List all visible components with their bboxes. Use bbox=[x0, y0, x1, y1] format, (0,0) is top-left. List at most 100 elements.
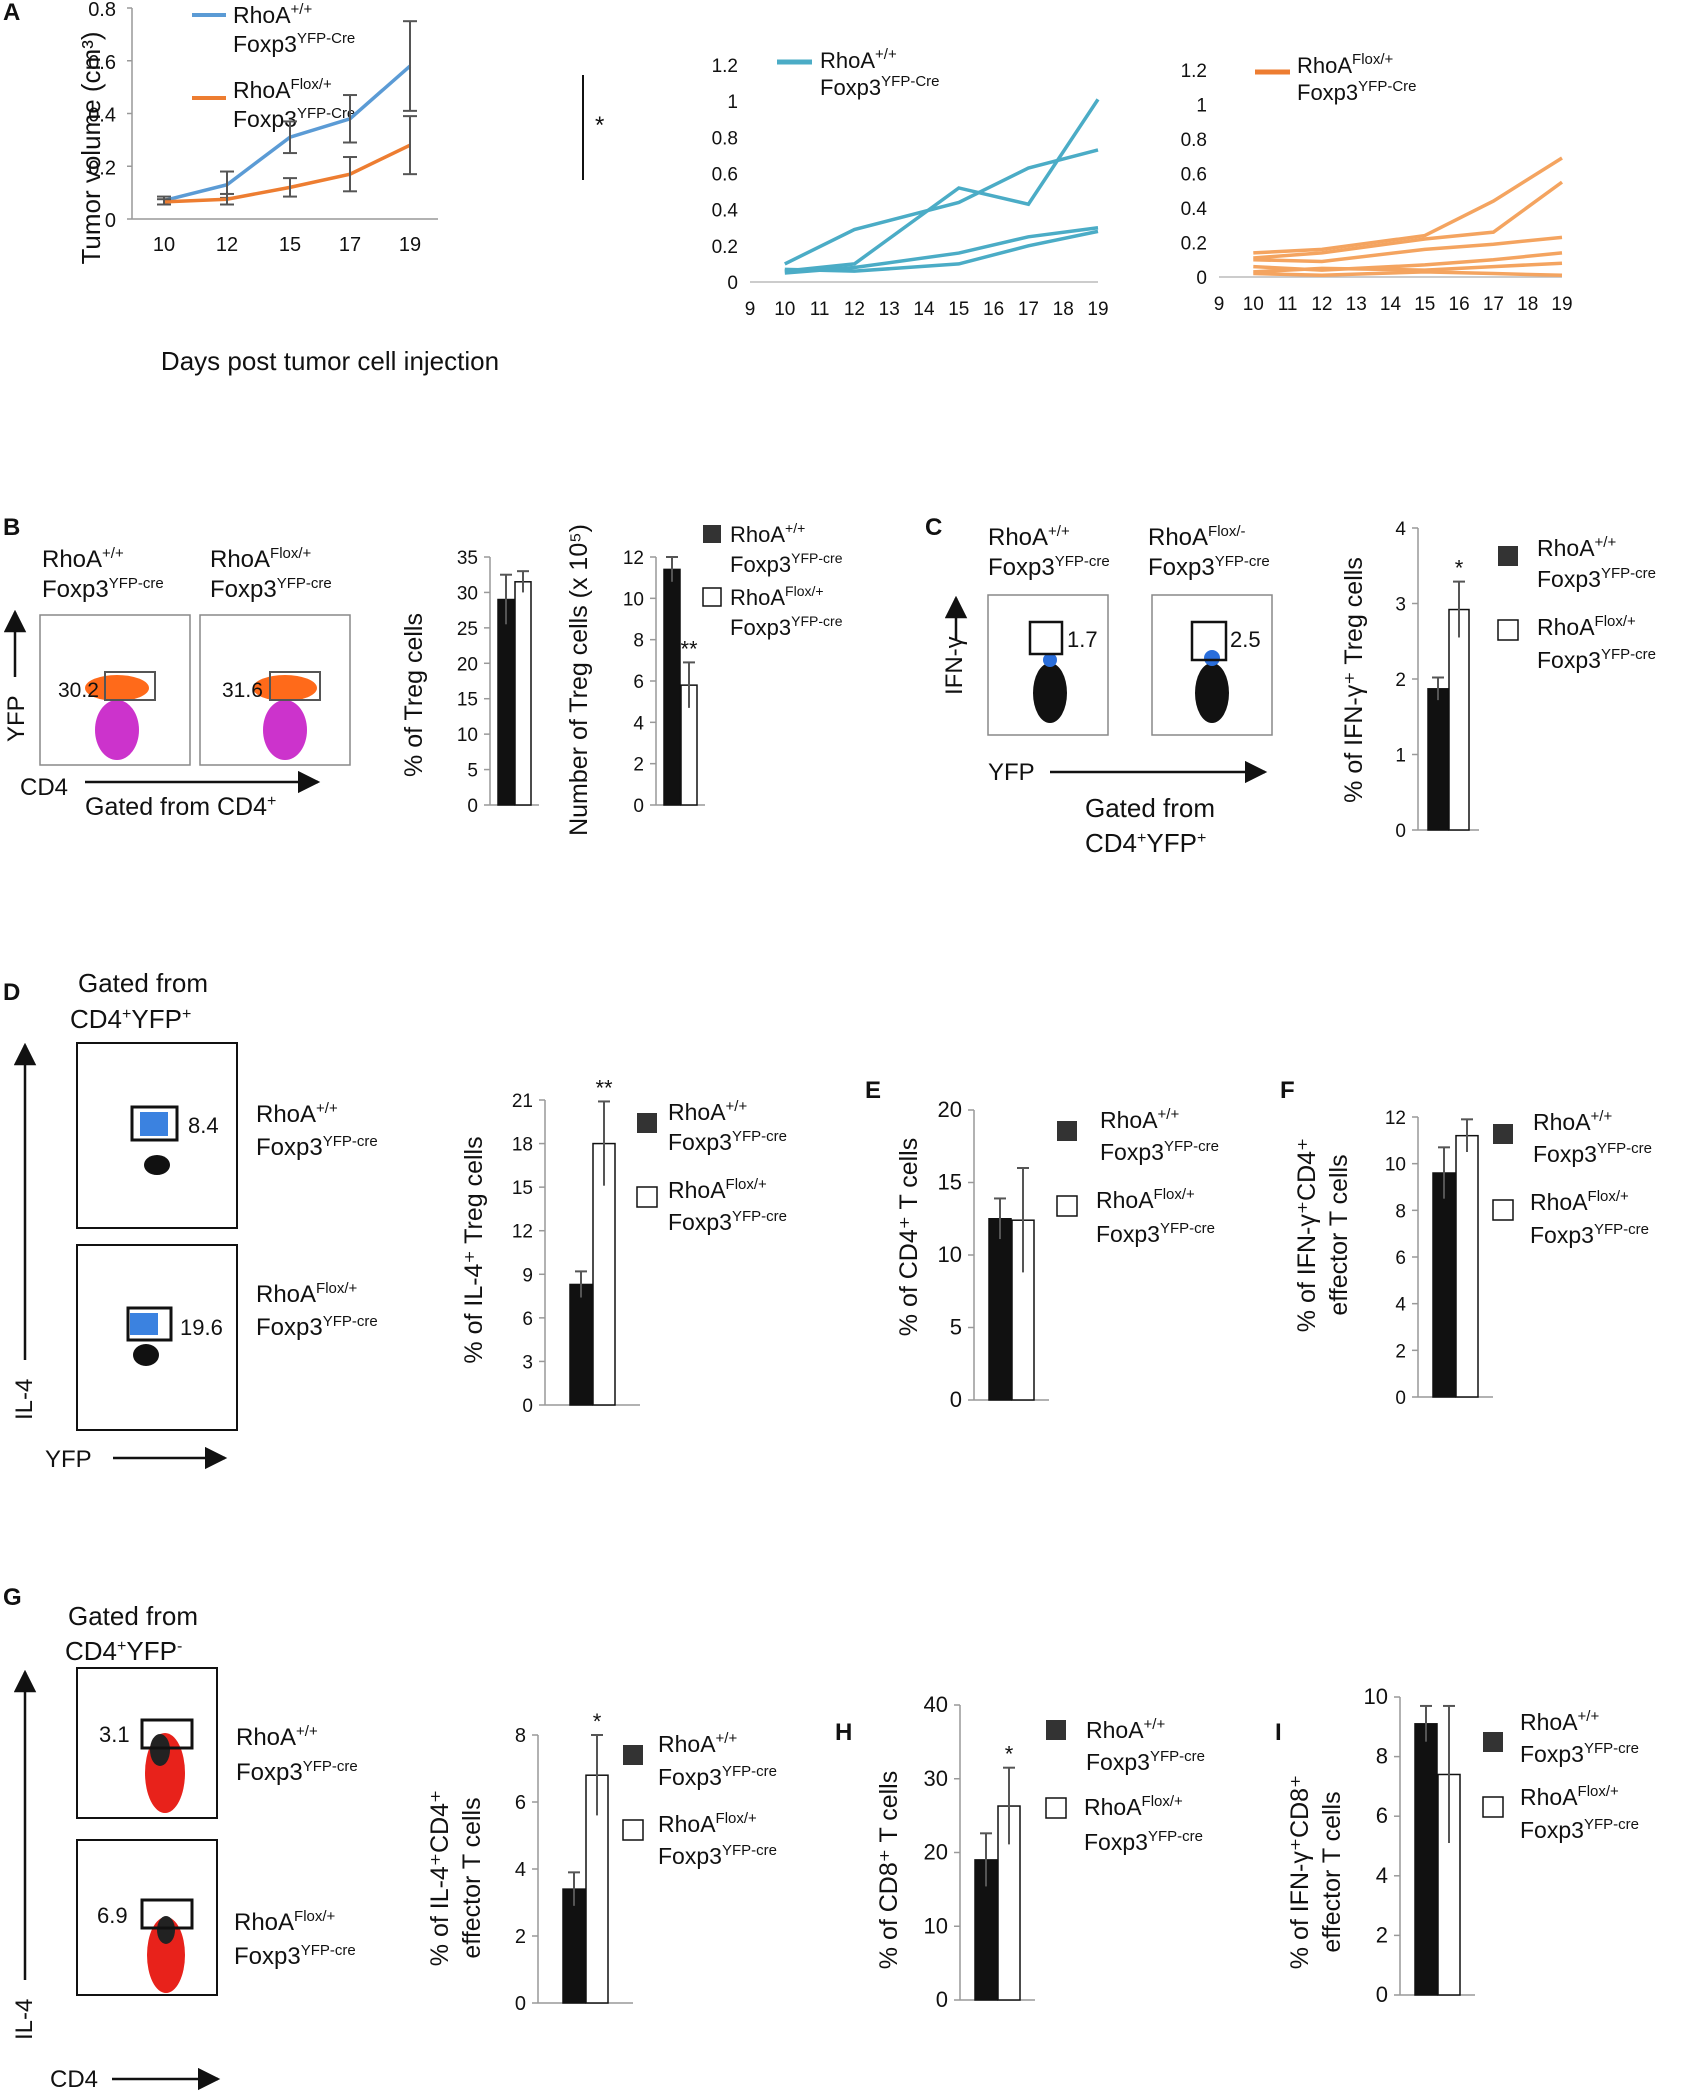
i-legend-flox-foxp3: Foxp3YFP-cre bbox=[1520, 1816, 1639, 1843]
b-label-wt: RhoA+/+ bbox=[42, 545, 124, 573]
f-y-tick-label: 2 bbox=[1395, 1341, 1406, 1362]
a-x-tick-label: 12 bbox=[216, 234, 238, 256]
f-y-tick-label: 4 bbox=[1395, 1295, 1406, 1316]
d-significance: ** bbox=[595, 1075, 613, 1100]
c-legend-wt: RhoA+/+ bbox=[1537, 534, 1616, 561]
flow-c: RhoA+/+ Foxp3YFP-cre RhoAFlox/- Foxp3YFP… bbox=[941, 523, 1273, 858]
g-label-wt-foxp3: Foxp3YFP-cre bbox=[236, 1758, 358, 1786]
a-flox-x-tick-label: 19 bbox=[1551, 294, 1572, 315]
b1-y-axis-title: % of Treg cells bbox=[400, 613, 428, 777]
c-y-axis-title: % of IFN-γ⁺ Treg cells bbox=[1340, 557, 1368, 803]
e-y-tick-label: 5 bbox=[950, 1315, 962, 1340]
b2-y-axis-title: Number of Treg cells (x 10⁵) bbox=[565, 524, 593, 836]
a-flox-x-tick-label: 9 bbox=[1214, 294, 1225, 315]
h-y-tick-label: 0 bbox=[936, 1987, 948, 2012]
a-wt-y-tick-label: 0.4 bbox=[712, 201, 739, 222]
h-y-axis-title: % of CD8⁺ T cells bbox=[875, 1771, 903, 1969]
d-y-tick-label: 0 bbox=[522, 1396, 533, 1417]
a-x-tick-label: 17 bbox=[339, 234, 361, 256]
g-gate-flox bbox=[140, 1898, 194, 1930]
d-y-tick-label: 12 bbox=[512, 1222, 533, 1243]
panel-label-g: G bbox=[3, 1584, 22, 1611]
g-legend-flox: RhoAFlox/+ bbox=[658, 1810, 757, 1837]
g-dots-wt-black bbox=[150, 1734, 170, 1766]
f-y-tick-label: 6 bbox=[1395, 1248, 1406, 1269]
b1-y-tick-label: 30 bbox=[457, 583, 478, 604]
b1-y-tick-label: 25 bbox=[457, 619, 478, 640]
h-y-tick-label: 30 bbox=[924, 1766, 948, 1791]
flow-d: Gated from CD4+YFP+ 8.4 19.6 RhoA+/+ Fox… bbox=[11, 968, 378, 1473]
a-legend-label-flox: RhoAFlox/+ bbox=[233, 76, 332, 103]
c-legend-flox: RhoAFlox/+ bbox=[1537, 613, 1636, 640]
h-legend-wt: RhoA+/+ bbox=[1086, 1716, 1165, 1743]
a-wt-y-tick-label: 0.8 bbox=[712, 128, 738, 149]
c-axis-ifng: IFN-γ bbox=[941, 636, 968, 695]
d-gate-value-flox: 19.6 bbox=[180, 1315, 223, 1340]
panel-label-i: I bbox=[1275, 1719, 1282, 1746]
g-y-tick-label: 8 bbox=[515, 1725, 526, 1747]
a-wt-y-tick-label: 1.2 bbox=[712, 56, 738, 77]
d-y-tick-label: 15 bbox=[512, 1178, 533, 1199]
i-legend-wt: RhoA+/+ bbox=[1520, 1708, 1599, 1735]
g-gate-wt bbox=[140, 1718, 194, 1750]
a-y-tick-label: 0.8 bbox=[88, 0, 116, 21]
c-legend-swatch-flox bbox=[1497, 619, 1519, 641]
d-dots-flox bbox=[133, 1344, 159, 1366]
a-flox-y-tick-label: 0.8 bbox=[1181, 130, 1207, 151]
i-legend-flox: RhoAFlox/+ bbox=[1520, 1783, 1619, 1810]
g-legend-swatch-flox bbox=[622, 1819, 644, 1841]
b-axis-yfp: YFP bbox=[3, 695, 30, 742]
d-y-tick-label: 21 bbox=[512, 1091, 533, 1112]
a-wt-x-tick-label: 13 bbox=[879, 299, 900, 320]
b-legend-wt-foxp3: Foxp3YFP-cre bbox=[730, 550, 843, 577]
g-y-axis-title: % of IL-4⁺CD4⁺ bbox=[426, 1790, 454, 1966]
h-legend-wt-foxp3: Foxp3YFP-cre bbox=[1086, 1748, 1205, 1775]
g-axis-il4: IL-4 bbox=[11, 1999, 38, 2040]
a-x-axis-title: Days post tumor cell injection bbox=[161, 346, 499, 376]
a-wt-x-tick-label: 11 bbox=[810, 299, 830, 320]
d-gated-label: Gated from bbox=[78, 968, 208, 998]
b1-y-tick-label: 0 bbox=[467, 796, 478, 817]
f-y-tick-label: 10 bbox=[1385, 1155, 1406, 1176]
d-legend-wt: RhoA+/+ bbox=[668, 1098, 747, 1125]
a-y-tick-label: 0.2 bbox=[88, 157, 116, 179]
b2-y-tick-label: 8 bbox=[633, 631, 644, 652]
chart-c: % of IFN-γ⁺ Treg cells RhoA+/+ Foxp3YFP-… bbox=[1340, 519, 1656, 842]
c-label-wt-foxp3: Foxp3YFP-cre bbox=[988, 553, 1110, 581]
g-axis-cd4: CD4 bbox=[50, 2066, 98, 2091]
f-legend-swatch-wt bbox=[1493, 1124, 1513, 1144]
h-y-tick-label: 20 bbox=[924, 1840, 948, 1865]
d-axis-yfp: YFP bbox=[45, 1446, 92, 1473]
h-y-tick-label: 40 bbox=[924, 1692, 948, 1717]
c-label-wt: RhoA+/+ bbox=[988, 523, 1070, 551]
a-flox-x-tick-label: 11 bbox=[1278, 294, 1298, 315]
d-y-tick-label: 18 bbox=[512, 1135, 533, 1156]
g-gated-label-cells: CD4+YFP- bbox=[65, 1636, 182, 1666]
e-bar-wt bbox=[988, 1218, 1012, 1401]
a-wt-x-tick-label: 9 bbox=[745, 299, 756, 320]
b-label-flox-foxp3: Foxp3YFP-cre bbox=[210, 575, 332, 603]
a-wt-legend-label: RhoA+/+ bbox=[820, 46, 897, 73]
g-gated-label: Gated from bbox=[68, 1601, 198, 1631]
a-flox-y-tick-label: 0.2 bbox=[1181, 234, 1207, 255]
chart-a-flox: RhoAFlox/+ Foxp3YFP-Cre 0 0.2 0.4 0.6 0.8 1 1.… bbox=[1181, 51, 1573, 315]
chart-b-percent: % of Treg cells 0 5 10 15 20 25 30 35 bbox=[400, 548, 539, 817]
e-y-tick-label: 0 bbox=[950, 1387, 962, 1412]
c-gate-wt bbox=[1028, 620, 1064, 656]
b-gate-value-flox: 31.6 bbox=[222, 679, 263, 702]
b-gate-wt bbox=[104, 671, 156, 701]
chart-e: % of CD4⁺ T cells RhoA+/+ Foxp3YFP-cre R… bbox=[895, 1097, 1219, 1412]
g-dots-flox-black bbox=[157, 1916, 175, 1944]
c-label-flox-foxp3: Foxp3YFP-cre bbox=[1148, 553, 1270, 581]
g-legend-wt: RhoA+/+ bbox=[658, 1730, 737, 1757]
g-label-wt: RhoA+/+ bbox=[236, 1723, 318, 1751]
c-legend-swatch-wt bbox=[1498, 546, 1518, 566]
flow-g: Gated from CD4+YFP- 3.1 6.9 RhoA+/+ Foxp… bbox=[11, 1601, 358, 2091]
g-gate-value-flox: 6.9 bbox=[97, 1903, 128, 1928]
e-legend-flox: RhoAFlox/+ bbox=[1096, 1186, 1195, 1213]
d-label-flox: RhoAFlox/+ bbox=[256, 1280, 358, 1308]
b-legend-flox: RhoAFlox/+ bbox=[730, 583, 824, 610]
c-dots-wt bbox=[1033, 663, 1067, 723]
chart-f: % of IFN-γ⁺CD4⁺ effector T cells RhoA+/+… bbox=[1293, 1108, 1652, 1409]
a-flox-y-tick-label: 0.6 bbox=[1181, 165, 1207, 186]
